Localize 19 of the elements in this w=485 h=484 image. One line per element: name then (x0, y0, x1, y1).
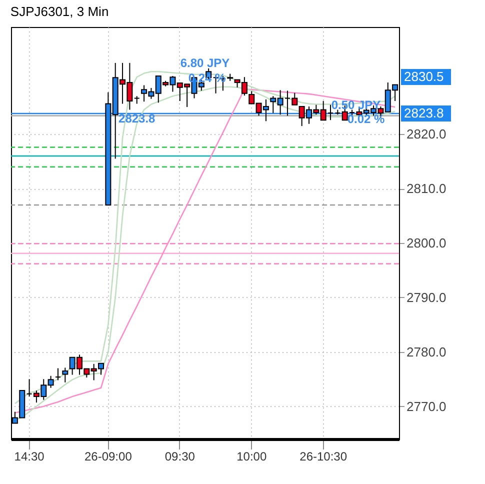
x-tick-label: 26-10:30 (300, 450, 348, 464)
annotation: 2823.8 (118, 111, 156, 126)
y-tick-label: 2820.0 (406, 126, 446, 142)
annotation: 0.02 % (347, 112, 386, 126)
candlestick (62, 367, 68, 383)
x-tick-label: 14:30 (14, 450, 45, 464)
text: 2830.5 (404, 69, 444, 84)
y-tick-label: 2790.0 (406, 290, 446, 305)
x-tick-label: 10:00 (236, 450, 267, 464)
annotation: 6.80 JPY (180, 56, 230, 70)
x-tick-label: 09:30 (164, 450, 196, 464)
candlestick (54, 368, 61, 381)
y-tick-label: 2810.0 (406, 181, 446, 196)
ref-line-label: 2823.8 (404, 106, 444, 121)
y-tick-label: 2770.0 (406, 398, 446, 414)
x-tick-label: 26-09:00 (84, 450, 132, 464)
y-tick-label: 2800.0 (406, 236, 446, 251)
y-tick-label: 2780.0 (406, 344, 446, 360)
chart-title: SJPJ6301, 3 Min (10, 4, 109, 19)
